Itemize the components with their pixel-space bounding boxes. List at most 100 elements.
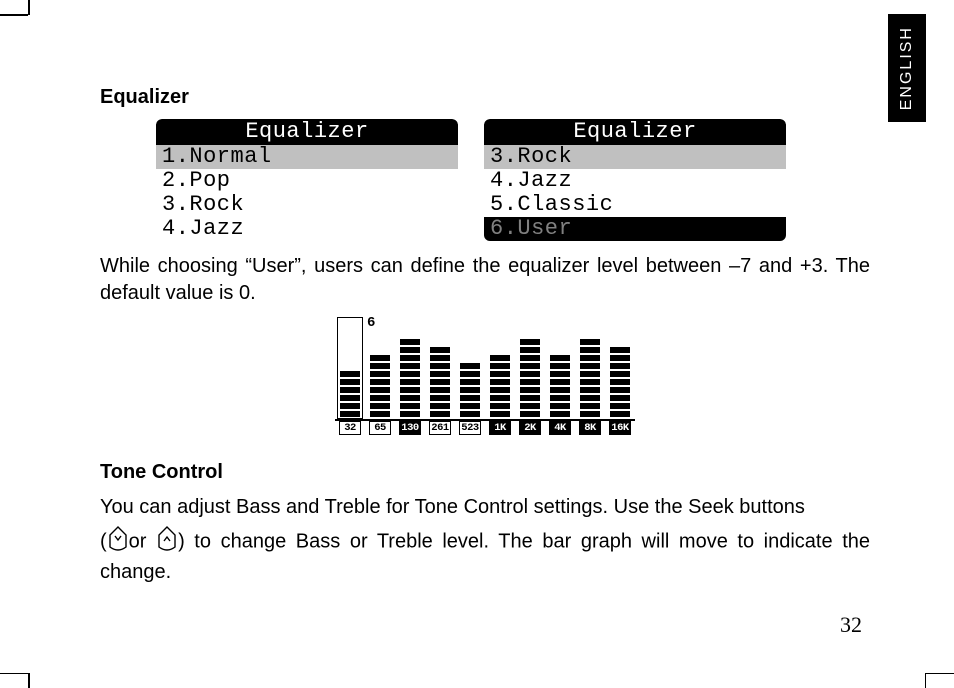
eq-segment <box>490 411 510 417</box>
eq-band-label: 8K <box>579 421 601 435</box>
seek-down-icon <box>107 525 129 559</box>
language-tab-label: ENGLISH <box>898 26 916 110</box>
text: ( <box>100 530 107 552</box>
eq-band-label: 32 <box>339 421 361 435</box>
lcd-screen-right: Equalizer 3.Rock4.Jazz5.Classic6.User <box>484 119 786 241</box>
eq-segment <box>550 403 570 409</box>
eq-segment <box>550 355 570 361</box>
eq-segment <box>460 371 480 377</box>
eq-segment <box>370 371 390 377</box>
eq-segment <box>430 363 450 369</box>
eq-segment <box>490 363 510 369</box>
eq-segment <box>550 395 570 401</box>
eq-segment <box>400 347 420 353</box>
lcd-screen-left: Equalizer 1.Normal2.Pop3.Rock4.Jazz <box>156 119 458 241</box>
eq-segment <box>520 371 540 377</box>
eq-segment <box>340 403 360 409</box>
lcd-row: 3.Rock <box>484 145 786 169</box>
eq-segment <box>400 379 420 385</box>
eq-segment <box>580 355 600 361</box>
eq-segment <box>430 371 450 377</box>
eq-segment <box>550 411 570 417</box>
eq-segment <box>580 339 600 345</box>
eq-segment <box>490 395 510 401</box>
eq-segment <box>520 355 540 361</box>
language-tab: ENGLISH <box>888 14 926 122</box>
eq-segment <box>520 339 540 345</box>
eq-segment <box>520 411 540 417</box>
equalizer-graphic: 6 32651302615231K2K4K8K16K <box>335 319 635 435</box>
lcd-row: 4.Jazz <box>484 169 786 193</box>
eq-segment <box>580 347 600 353</box>
eq-segment <box>610 363 630 369</box>
eq-segment <box>400 363 420 369</box>
eq-segment <box>550 387 570 393</box>
eq-segment <box>550 371 570 377</box>
eq-segment <box>610 395 630 401</box>
eq-segment <box>430 387 450 393</box>
eq-segment <box>460 363 480 369</box>
tone-control-heading: Tone Control <box>100 461 870 484</box>
eq-band-column <box>459 363 481 417</box>
lcd-row: 3.Rock <box>156 193 458 217</box>
eq-band-label: 261 <box>429 421 451 435</box>
seek-up-icon <box>156 525 178 559</box>
eq-segment <box>460 403 480 409</box>
eq-band-column <box>609 347 631 417</box>
eq-band-label: 65 <box>369 421 391 435</box>
eq-segment <box>610 403 630 409</box>
eq-segment <box>610 411 630 417</box>
eq-segment <box>550 363 570 369</box>
lcd-title: Equalizer <box>156 119 458 145</box>
eq-segment <box>400 395 420 401</box>
eq-band-column <box>399 339 421 417</box>
eq-segment <box>460 379 480 385</box>
eq-segment <box>520 395 540 401</box>
eq-segment <box>610 387 630 393</box>
eq-segment <box>550 379 570 385</box>
eq-segment <box>430 379 450 385</box>
eq-band-label: 130 <box>399 421 421 435</box>
eq-segment <box>400 339 420 345</box>
eq-segment <box>460 395 480 401</box>
lcd-row: 6.User <box>484 217 786 241</box>
eq-segment <box>460 387 480 393</box>
eq-band-column <box>549 355 571 417</box>
lcd-row: 4.Jazz <box>156 217 458 241</box>
eq-segment <box>610 379 630 385</box>
eq-segment <box>340 411 360 417</box>
equalizer-user-paragraph: While choosing “User”, users can define … <box>100 253 870 307</box>
eq-segment <box>400 403 420 409</box>
eq-segment <box>370 355 390 361</box>
eq-segment <box>430 395 450 401</box>
eq-segment <box>370 403 390 409</box>
eq-segment <box>520 347 540 353</box>
eq-segment <box>580 371 600 377</box>
eq-segment <box>490 403 510 409</box>
lcd-row: 5.Classic <box>484 193 786 217</box>
eq-band-column <box>369 355 391 417</box>
eq-segment <box>580 395 600 401</box>
eq-segment <box>400 411 420 417</box>
crop-mark <box>926 673 954 675</box>
eq-segment <box>520 379 540 385</box>
eq-segment <box>460 411 480 417</box>
page-number: 32 <box>840 612 862 638</box>
eq-segment <box>340 387 360 393</box>
eq-segment <box>370 395 390 401</box>
equalizer-screens: Equalizer 1.Normal2.Pop3.Rock4.Jazz Equa… <box>156 119 870 241</box>
eq-segment <box>370 387 390 393</box>
eq-segment <box>340 395 360 401</box>
eq-segment <box>340 371 360 377</box>
eq-segment <box>520 403 540 409</box>
eq-segment <box>580 363 600 369</box>
eq-segment <box>610 355 630 361</box>
eq-segment <box>580 379 600 385</box>
eq-segment <box>610 371 630 377</box>
text: or <box>129 530 147 552</box>
crop-mark <box>925 673 927 688</box>
crop-mark <box>28 673 30 688</box>
tone-control-paragraph-1: You can adjust Bass and Treble for Tone … <box>100 494 870 521</box>
lcd-title: Equalizer <box>484 119 786 145</box>
eq-segment <box>580 411 600 417</box>
